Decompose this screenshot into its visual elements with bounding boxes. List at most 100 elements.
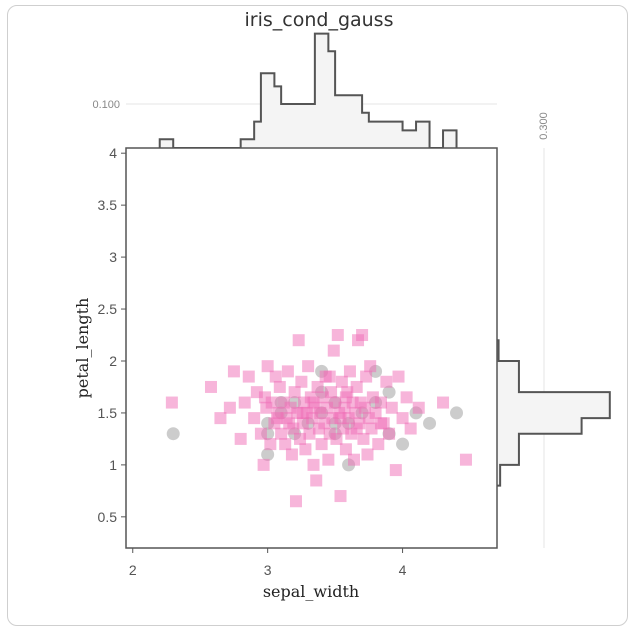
top-marginal-histogram (158, 32, 458, 149)
top-marginal-reference-label: 0.100 (92, 99, 120, 111)
y-tick-label: 1 (109, 457, 117, 473)
scatter-point-square (339, 443, 352, 456)
x-tick-label: 3 (264, 562, 272, 578)
scatter-point-square (238, 396, 251, 409)
scatter-point-square (295, 375, 308, 388)
y-tick-label: 1.5 (98, 405, 118, 421)
scatter-point-square (329, 396, 342, 409)
scatter-point-square (307, 396, 320, 409)
scatter-point-square (459, 453, 472, 466)
right-marginal-reference-label: 0.300 (538, 112, 550, 140)
scatter-point-square (334, 490, 347, 503)
scatter-point-square (335, 375, 348, 388)
scatter-point-circle (261, 447, 275, 461)
scatter-point-square (374, 396, 387, 409)
scatter-point-square (283, 417, 296, 430)
scatter-point-square (437, 396, 450, 409)
scatter-point-square (254, 427, 267, 440)
scatter-point-circle (450, 406, 464, 420)
scatter-point-square (310, 474, 323, 487)
scatter-point-square (361, 448, 374, 461)
scatter-point-square (404, 422, 417, 435)
scatter-point-square (281, 365, 294, 378)
scatter-point-square (364, 360, 377, 373)
scatter-point-square (294, 432, 307, 445)
scatter-point-square (356, 329, 369, 342)
scatter-point-square (389, 464, 402, 477)
scatter-point-square (285, 448, 298, 461)
scatter-point-square (273, 380, 286, 393)
scatter-point-square (315, 438, 328, 451)
y-tick-label: 3 (109, 249, 117, 265)
scatter-point-square (330, 432, 343, 445)
x-axis-ticks: 2 3 4 (129, 548, 407, 578)
scatter-point-square (372, 438, 385, 451)
scatter-point-circle (166, 427, 180, 441)
scatter-point-circle (382, 385, 396, 399)
scatter-point-square (400, 391, 413, 404)
scatter-point-square (292, 334, 305, 347)
scatter-point-square (347, 453, 360, 466)
scatter-point-square (392, 370, 405, 383)
scatter-point-square (288, 386, 301, 399)
y-tick-label: 3.5 (98, 197, 118, 213)
y-tick-label: 2.5 (98, 301, 118, 317)
scatter-point-square (365, 422, 378, 435)
y-tick-label: 4 (109, 145, 117, 161)
scatter-point-square (349, 406, 362, 419)
scatter-point-square (383, 427, 396, 440)
scatter-point-square (214, 412, 227, 425)
scatter-point-square (264, 438, 277, 451)
scatter-point-square (296, 417, 309, 430)
x-tick-label: 2 (129, 562, 137, 578)
scatter-point-square (261, 360, 274, 373)
chart-title: iris_cond_gauss (245, 9, 394, 31)
y-tick-label: 0.5 (98, 509, 118, 525)
scatter-point-square (339, 391, 352, 404)
scatter-point-square (396, 412, 409, 425)
scatter-point-square (227, 365, 240, 378)
scatter-point-square (299, 443, 312, 456)
y-axis-ticks: 0.5 1 1.5 2 2.5 3 3.5 4 (98, 145, 126, 525)
scatter-point-square (369, 406, 382, 419)
scatter-point-square (242, 370, 255, 383)
scatter-point-square (248, 412, 261, 425)
right-marginal-histogram (497, 339, 611, 487)
scatter-point-square (296, 406, 309, 419)
scatter-point-square (269, 370, 282, 383)
scatter-point-square (350, 380, 363, 393)
scatter-point-square (325, 386, 338, 399)
scatter-point-square (412, 401, 425, 414)
scatter-point-square (165, 396, 178, 409)
scatter-point-square (204, 380, 217, 393)
scatter-point-square (223, 401, 236, 414)
scatter-point-square (357, 432, 370, 445)
scatter-point-square (258, 391, 271, 404)
scatter-point-square (374, 417, 387, 430)
scatter-point-square (343, 365, 356, 378)
scatter-point-square (331, 329, 344, 342)
y-axis-label: petal_length (73, 298, 92, 399)
x-tick-label: 4 (399, 562, 407, 578)
x-axis-label: sepal_width (263, 582, 359, 601)
scatter-point-square (334, 412, 347, 425)
scatter-point-square (303, 427, 316, 440)
scatter-point-square (279, 438, 292, 451)
scatter-point-square (350, 422, 363, 435)
scatter-point-square (360, 370, 373, 383)
scatter-point-square (385, 401, 398, 414)
scatter-point-circle (396, 437, 410, 451)
scatter-point-square (234, 432, 247, 445)
plot-frame (125, 147, 498, 549)
square-series (165, 329, 472, 508)
scatter-point-square (275, 427, 288, 440)
scatter-point-square (311, 380, 324, 393)
scatter-point-square (302, 360, 315, 373)
y-tick-label: 2 (109, 353, 117, 369)
scatter-point-square (380, 375, 393, 388)
scatter-point-square (289, 495, 302, 508)
scatter-point-square (271, 412, 284, 425)
scatter-point-square (323, 370, 336, 383)
scatter-point-circle (423, 416, 437, 430)
